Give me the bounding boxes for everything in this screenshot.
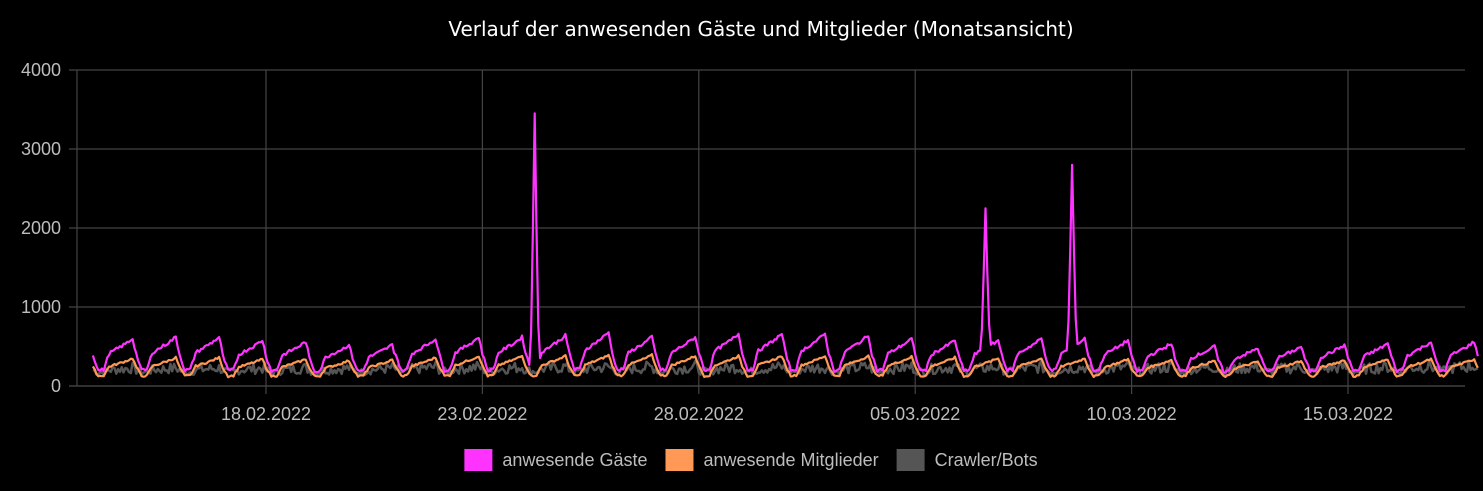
- series-line-mitglieder: [91, 353, 1479, 379]
- x-tick-label: 05.03.2022: [870, 404, 960, 424]
- x-tick-label: 10.03.2022: [1087, 404, 1177, 424]
- legend-item[interactable]: Crawler/Bots: [896, 449, 1038, 471]
- x-tick-label: 23.02.2022: [437, 404, 527, 424]
- y-tick-label: 1000: [21, 297, 61, 317]
- legend[interactable]: anwesende Gäste anwesende Mitglieder Crawl…: [464, 449, 1038, 471]
- series-layer: [91, 112, 1479, 379]
- x-tick-label: 28.02.2022: [654, 404, 744, 424]
- y-tick-label: 4000: [21, 60, 61, 80]
- axes: 0 1000 2000 3000 4000 18.02.2022 23.02.2022 28.…: [21, 60, 1393, 424]
- x-tick-label: 18.02.2022: [221, 404, 311, 424]
- y-tick-label: 2000: [21, 218, 61, 238]
- series-line-gaeste: [91, 112, 1479, 374]
- legend-swatch: [896, 449, 925, 471]
- grid: [69, 69, 1465, 394]
- legend-item[interactable]: anwesende Mitglieder: [665, 449, 879, 471]
- series-line-bots: [92, 358, 1479, 377]
- x-tick-label: 15.03.2022: [1303, 404, 1393, 424]
- legend-item[interactable]: anwesende Gäste: [464, 449, 647, 471]
- legend-label: anwesende Gäste: [502, 450, 647, 470]
- legend-swatch: [464, 449, 493, 471]
- chart-title: Verlauf der anwesenden Gäste und Mitglie…: [448, 17, 1073, 41]
- y-tick-label: 3000: [21, 139, 61, 159]
- legend-label: Crawler/Bots: [935, 450, 1038, 470]
- legend-swatch: [665, 449, 694, 471]
- legend-label: anwesende Mitglieder: [703, 450, 878, 470]
- y-tick-label: 0: [51, 376, 61, 396]
